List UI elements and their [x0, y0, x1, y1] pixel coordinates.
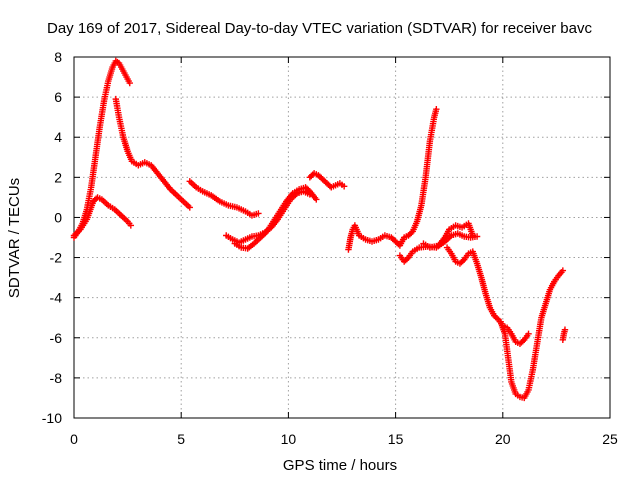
- y-tick-label: 6: [54, 89, 62, 105]
- y-tick-labels: -10 -8 -6 -4 -2 0 2 4 6 8: [42, 49, 62, 426]
- data-point: [186, 204, 193, 211]
- data-point: [255, 210, 262, 217]
- chart-title: Day 169 of 2017, Sidereal Day-to-day VTE…: [47, 20, 592, 37]
- data-point: [469, 232, 476, 239]
- data-point: [433, 105, 440, 113]
- x-tick-label: 25: [602, 431, 618, 447]
- data-point: [561, 326, 569, 333]
- x-tick-label: 20: [495, 431, 511, 447]
- x-tick-label: 15: [388, 431, 404, 447]
- x-axis-label: GPS time / hours: [283, 457, 397, 474]
- data-point: [559, 267, 567, 274]
- plot-frame: [73, 56, 611, 419]
- axis-ticks: [73, 56, 611, 419]
- y-tick-label: 2: [54, 169, 62, 185]
- data-point: [493, 315, 501, 322]
- data-point: [408, 229, 415, 237]
- data-point: [525, 330, 532, 337]
- y-tick-label: -4: [50, 290, 63, 306]
- y-tick-label: 4: [54, 129, 62, 145]
- data-points: [70, 57, 569, 402]
- data-point: [313, 196, 320, 203]
- data-point: [126, 79, 133, 87]
- x-tick-label: 10: [281, 431, 297, 447]
- data-point: [403, 255, 411, 263]
- x-tick-label: 5: [177, 431, 185, 447]
- data-point: [519, 337, 527, 345]
- x-tick-labels: 0 5 10 15 20 25: [70, 431, 618, 447]
- data-point: [473, 233, 481, 240]
- data-point: [127, 222, 135, 229]
- y-tick-label: 0: [54, 209, 62, 225]
- grid-lines: [74, 57, 610, 418]
- y-tick-label: -10: [42, 410, 62, 426]
- y-tick-label: -2: [50, 250, 63, 266]
- data-point: [340, 183, 348, 190]
- y-axis-label: SDTVAR / TECUs: [6, 178, 23, 298]
- y-tick-label: 8: [54, 49, 62, 65]
- x-tick-label: 0: [70, 431, 78, 447]
- y-tick-label: -8: [50, 370, 63, 386]
- y-tick-label: -6: [50, 330, 63, 346]
- data-point: [459, 257, 466, 265]
